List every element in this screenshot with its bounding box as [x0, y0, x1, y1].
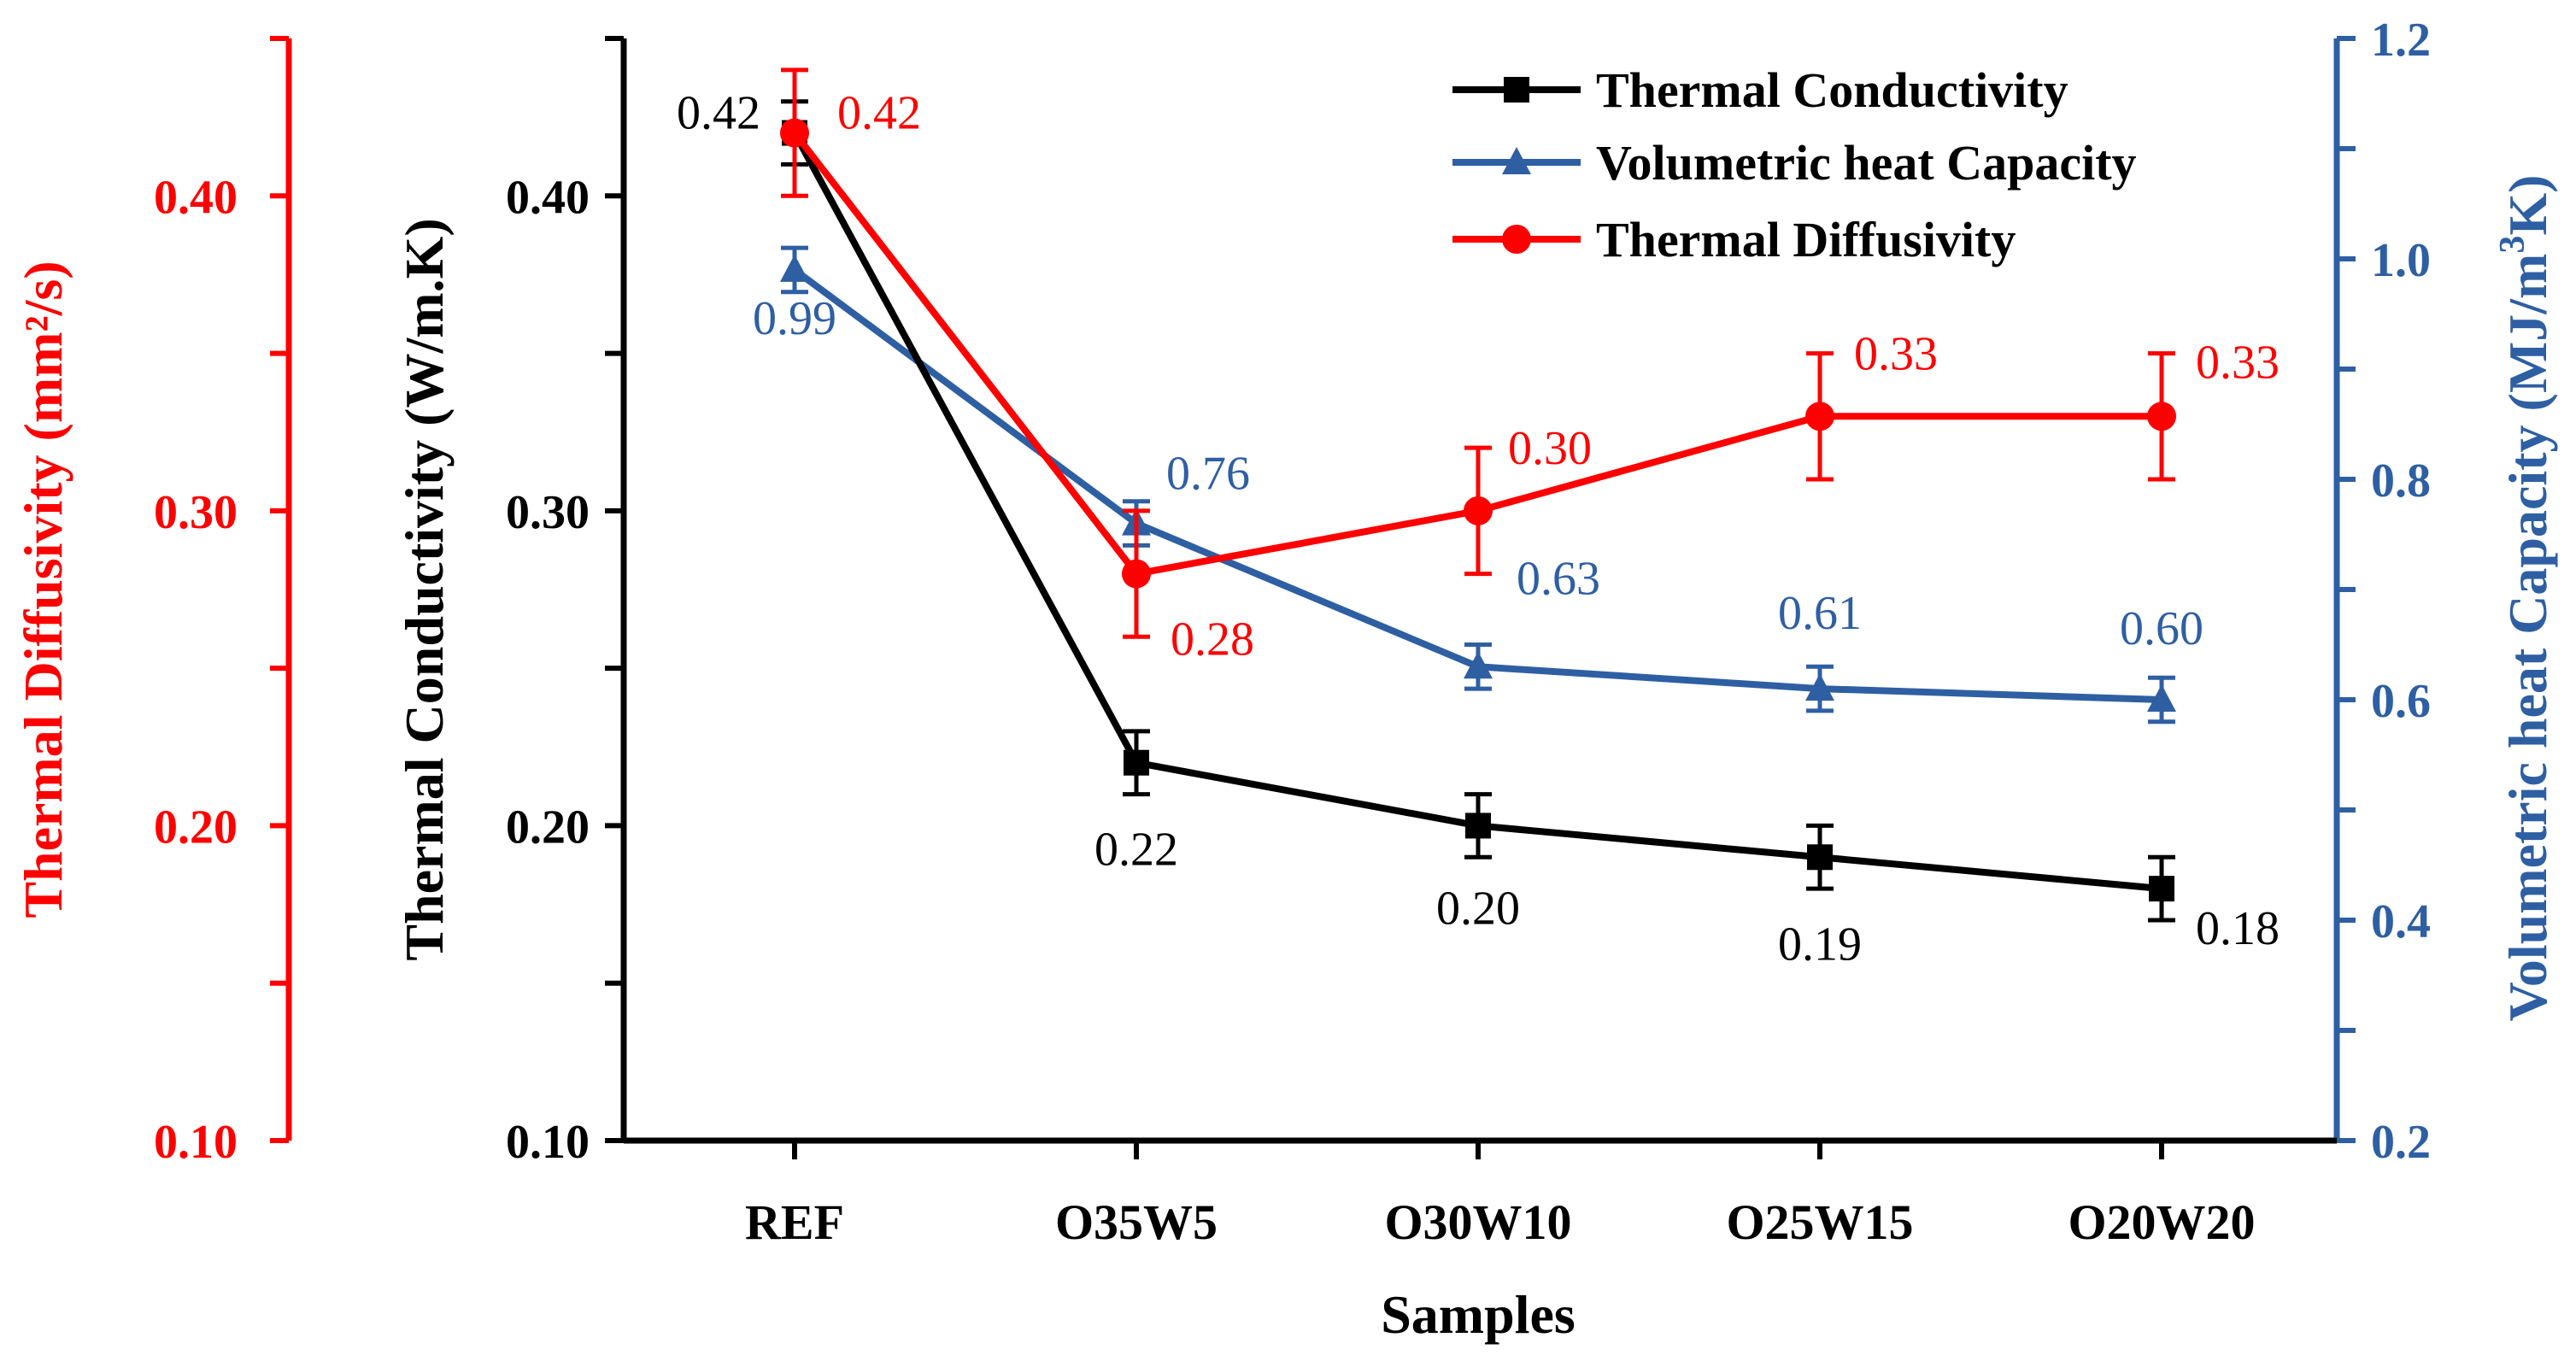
- thermal-diffusivity-data-label: 0.28: [1171, 613, 1254, 666]
- thermal-conductivity-point: [2149, 876, 2174, 902]
- volumetric-heat-capacity-series: [780, 245, 2176, 725]
- legend-label: Thermal Diffusivity: [1596, 212, 2016, 267]
- thermal-diffusivity-data-label: 0.33: [1854, 327, 1938, 380]
- data-labels-layer: 0.42 0.22 0.20 0.19 0.18 0.99 0.76 0.63 0.61 0.60…: [677, 87, 2280, 971]
- x-tick-label: O20W20: [2068, 1194, 2255, 1250]
- legend: Thermal Conductivity Volumetric heat Capa…: [1452, 62, 2137, 267]
- x-tick-label: O35W5: [1055, 1194, 1218, 1250]
- volumetric-heat-capacity-data-label: 0.61: [1778, 587, 1862, 640]
- volumetric-heat-capacity-point: [1464, 651, 1493, 679]
- thermal-diffusivity-point: [1464, 496, 1493, 525]
- thermal-conductivity-data-label: 0.42: [677, 87, 760, 140]
- thermal-diffusivity-data-label: 0.33: [2196, 336, 2280, 389]
- series-layer: [780, 67, 2176, 923]
- heat-capacity-tick-label: 0.4: [2371, 895, 2431, 948]
- legend-item-volumetric-heat-capacity: Volumetric heat Capacity: [1452, 135, 2137, 191]
- heat-capacity-tick-label: 1.2: [2371, 14, 2431, 67]
- volumetric-heat-capacity-point: [780, 254, 809, 282]
- heat-capacity-tick-label: 0.2: [2371, 1116, 2431, 1169]
- diffusivity-tick-label: 0.30: [154, 486, 238, 539]
- legend-marker: [1504, 77, 1529, 103]
- thermal-conductivity-data-label: 0.22: [1094, 824, 1178, 877]
- legend-marker: [1502, 225, 1531, 254]
- x-axis-title: Samples: [1381, 1284, 1576, 1345]
- heat-capacity-tick-label: 0.8: [2371, 455, 2431, 507]
- x-tick-label: O30W10: [1384, 1194, 1571, 1250]
- heat-capacity-tick-label: 1.0: [2371, 234, 2431, 287]
- conductivity-axis-title: Thermal Conductivity (W/m.K): [394, 218, 455, 960]
- diffusivity-axis-title: Thermal Diffusivity (mm²/s): [13, 261, 73, 918]
- diffusivity-tick-label: 0.40: [154, 171, 238, 224]
- x-tick-label: O25W15: [1726, 1194, 1913, 1250]
- heat-capacity-axis-title: Volumetric heat Capacity (MJ/m3K): [2493, 175, 2558, 1022]
- diffusivity-tick-label: 0.10: [154, 1116, 238, 1169]
- heat-capacity-tick-label: 0.6: [2371, 675, 2431, 728]
- volumetric-heat-capacity-data-label: 0.60: [2120, 602, 2203, 655]
- thermal-conductivity-point: [1465, 813, 1491, 839]
- volumetric-heat-capacity-point: [1805, 673, 1834, 701]
- legend-label: Thermal Conductivity: [1596, 62, 2068, 118]
- conductivity-tick-label: 0.10: [506, 1116, 590, 1169]
- x-tick-label: REF: [745, 1194, 844, 1250]
- thermal-conductivity-series: [781, 99, 2175, 923]
- heat-capacity-axis-title-suffix: K): [2497, 175, 2558, 236]
- thermal-diffusivity-series: [780, 67, 2176, 639]
- legend-item-thermal-conductivity: Thermal Conductivity: [1452, 62, 2068, 118]
- thermal-diffusivity-data-label: 0.42: [837, 87, 921, 140]
- legend-label: Volumetric heat Capacity: [1596, 135, 2137, 191]
- heat-capacity-axis-title-prefix: Volumetric heat Capacity (MJ/m: [2497, 254, 2558, 1022]
- thermal-diffusivity-data-label: 0.30: [1508, 422, 1592, 475]
- diffusivity-tick-label: 0.20: [154, 801, 238, 854]
- volumetric-heat-capacity-data-label: 0.99: [753, 292, 836, 345]
- thermal-conductivity-point: [1807, 844, 1833, 871]
- volumetric-heat-capacity-data-label: 0.76: [1166, 448, 1250, 501]
- axes-layer: 0.10 0.20 0.30 0.40 0.10 0.20 0.30 0.40 0.2 0.4 0.…: [13, 14, 2558, 1345]
- thermal-diffusivity-point: [1122, 559, 1151, 589]
- conductivity-tick-label: 0.30: [506, 486, 590, 539]
- conductivity-tick-label: 0.20: [506, 801, 590, 854]
- thermal-diffusivity-point: [780, 118, 809, 148]
- thermal-conductivity-point: [1124, 749, 1149, 776]
- thermal-conductivity-data-label: 0.18: [2196, 902, 2280, 955]
- legend-item-thermal-diffusivity: Thermal Diffusivity: [1452, 212, 2016, 267]
- legend-marker: [1502, 147, 1531, 174]
- thermal-conductivity-data-label: 0.20: [1436, 882, 1520, 935]
- heat-capacity-axis-title-sup: 3: [2493, 236, 2532, 254]
- volumetric-heat-capacity-data-label: 0.63: [1517, 552, 1600, 605]
- conductivity-tick-label: 0.40: [506, 171, 590, 224]
- thermal-diffusivity-point: [2147, 402, 2176, 431]
- thermal-diffusivity-point: [1805, 402, 1834, 431]
- thermal-conductivity-data-label: 0.19: [1778, 918, 1862, 971]
- volumetric-heat-capacity-point: [2147, 684, 2176, 712]
